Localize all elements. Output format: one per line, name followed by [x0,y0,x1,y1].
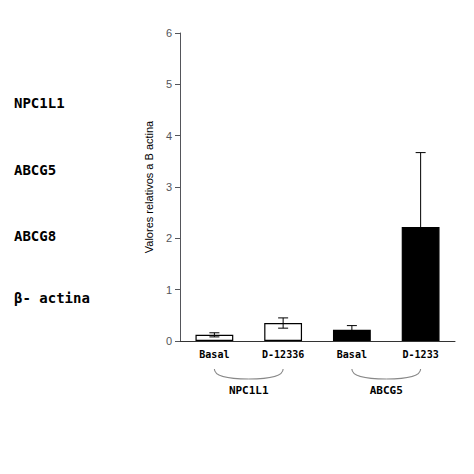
svg-text:0: 0 [166,335,172,347]
svg-text:D-1233: D-1233 [403,349,439,360]
svg-text:4: 4 [166,130,172,142]
svg-text:1: 1 [166,284,172,296]
svg-text:NPC1L1: NPC1L1 [229,384,269,397]
svg-text:NPC1L1: NPC1L1 [14,95,65,111]
svg-text:β- actina: β- actina [14,290,90,306]
svg-text:ABCG5: ABCG5 [370,384,403,397]
svg-text:2: 2 [166,232,172,244]
svg-text:Valores relativos a B actina: Valores relativos a B actina [143,120,155,253]
svg-text:Basal: Basal [199,349,229,360]
svg-text:6: 6 [166,27,172,39]
svg-text:5: 5 [166,78,172,90]
svg-text:D-12336: D-12336 [262,349,304,360]
svg-text:ABCG5: ABCG5 [14,162,56,178]
svg-text:ABCG8: ABCG8 [14,228,56,244]
svg-text:3: 3 [166,181,172,193]
svg-text:Basal: Basal [337,349,367,360]
